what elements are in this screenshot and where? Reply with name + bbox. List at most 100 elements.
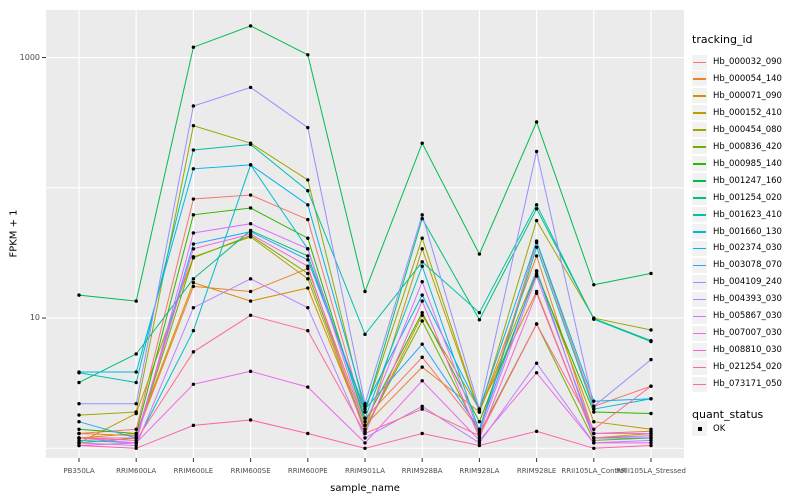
data-point: [363, 416, 367, 420]
data-point: [592, 317, 596, 321]
data-point: [477, 443, 482, 448]
legend-title-quant-status: quant_status: [692, 408, 764, 421]
data-point: [592, 438, 596, 443]
data-point: [134, 431, 138, 436]
data-point: [134, 438, 138, 443]
x-tick-label-RRIM600LA: RRIM600LA: [116, 467, 157, 475]
data-point: [649, 384, 653, 388]
data-point: [191, 167, 196, 171]
legend-key-box: [692, 376, 707, 392]
data-point: [77, 380, 81, 385]
data-point: [420, 431, 424, 436]
data-point: [477, 318, 482, 322]
data-point: [248, 206, 253, 210]
legend-label: Hb_000454_080: [713, 124, 782, 135]
legend-key-line-icon: [693, 264, 706, 267]
data-point: [248, 163, 253, 167]
data-point: [306, 264, 310, 268]
data-point: [649, 441, 653, 445]
data-point: [191, 242, 196, 246]
data-point: [248, 277, 253, 281]
legend-label: Hb_000032_090: [713, 57, 782, 67]
legend-key-box: [692, 190, 707, 206]
legend-label: Hb_000152_410: [713, 107, 782, 118]
legend-entry-Hb_008810_030: Hb_008810_030: [692, 342, 782, 358]
data-point: [649, 433, 653, 438]
data-point: [534, 203, 539, 207]
legend-label: Hb_001254_020: [713, 192, 782, 203]
data-point: [420, 407, 424, 411]
data-point: [306, 247, 310, 251]
legend-entry-Hb_001254_020: Hb_001254_020: [692, 190, 782, 206]
data-point: [534, 149, 539, 154]
data-point: [77, 443, 81, 448]
data-point: [534, 291, 539, 295]
legend-key-box: [692, 421, 707, 436]
data-point: [477, 427, 482, 431]
data-point: [420, 379, 424, 383]
data-point: [420, 236, 424, 240]
data-point: [134, 443, 138, 448]
data-point: [534, 361, 539, 365]
data-point: [477, 310, 482, 315]
data-point: [134, 427, 138, 431]
data-point: [306, 53, 310, 57]
legend-key-box: [692, 71, 707, 87]
data-point: [477, 438, 482, 443]
legend-key-line-icon: [693, 146, 706, 148]
x-tick-label-RRIM928LA: RRIM928LA: [459, 467, 500, 475]
data-point: [592, 283, 596, 287]
data-point: [534, 322, 539, 326]
y-axis-title: FPKM + 1: [8, 209, 20, 258]
data-point: [592, 446, 596, 450]
data-point: [649, 443, 653, 448]
data-point: [592, 420, 596, 424]
data-point: [420, 293, 424, 297]
data-point: [306, 306, 310, 310]
data-point: [534, 274, 539, 278]
data-point: [363, 420, 367, 424]
data-point: [77, 427, 81, 431]
legend-entry-Hb_005867_030: Hb_005867_030: [692, 308, 782, 324]
data-point: [134, 370, 138, 374]
data-point: [306, 271, 310, 276]
legend-entry-Hb_000985_140: Hb_000985_140: [692, 156, 782, 172]
legend-key-line-icon: [693, 349, 706, 352]
legend-label: Hb_000071_090: [713, 90, 782, 101]
data-point: [248, 418, 253, 422]
data-point: [649, 339, 653, 344]
data-point: [363, 332, 367, 337]
x-tick-label-RRIM600PE: RRIM600PE: [287, 467, 328, 475]
data-point: [534, 207, 539, 211]
legend-entry-Hb_021254_020: Hb_021254_020: [692, 359, 782, 375]
legend-key-line-icon: [693, 197, 706, 199]
legend-key-box: [692, 257, 707, 273]
data-point: [134, 446, 138, 450]
data-point: [191, 231, 196, 235]
x-axis-title: sample_name: [330, 483, 400, 494]
data-point: [248, 24, 253, 28]
data-point: [477, 407, 482, 411]
point-marker-icon: [697, 426, 702, 431]
data-point: [592, 407, 596, 411]
data-point: [134, 441, 138, 445]
legend-key-box: [692, 207, 707, 223]
data-point: [191, 280, 196, 285]
data-point: [134, 299, 138, 303]
data-point: [248, 369, 253, 374]
legend-key-line-icon: [693, 78, 706, 80]
x-tick-label-RRIM901LA: RRIM901LA: [344, 467, 386, 475]
legend-key-box: [692, 139, 707, 155]
legend: tracking_id Hb_000032_090 Hb_000054_140 Hb…: [690, 0, 800, 500]
data-point: [306, 286, 310, 290]
data-point: [248, 313, 253, 317]
data-point: [420, 342, 424, 346]
data-point: [534, 120, 539, 124]
y-tick-label-10: 10: [29, 313, 40, 323]
x-tick-label-RRIM928BA: RRIM928BA: [401, 467, 443, 475]
x-tick-label-RRIM600LE: RRIM600LE: [173, 467, 214, 475]
legend-entry-Hb_000071_090: Hb_000071_090: [692, 88, 782, 104]
legend-key-box: [692, 240, 707, 256]
data-point: [134, 436, 138, 440]
